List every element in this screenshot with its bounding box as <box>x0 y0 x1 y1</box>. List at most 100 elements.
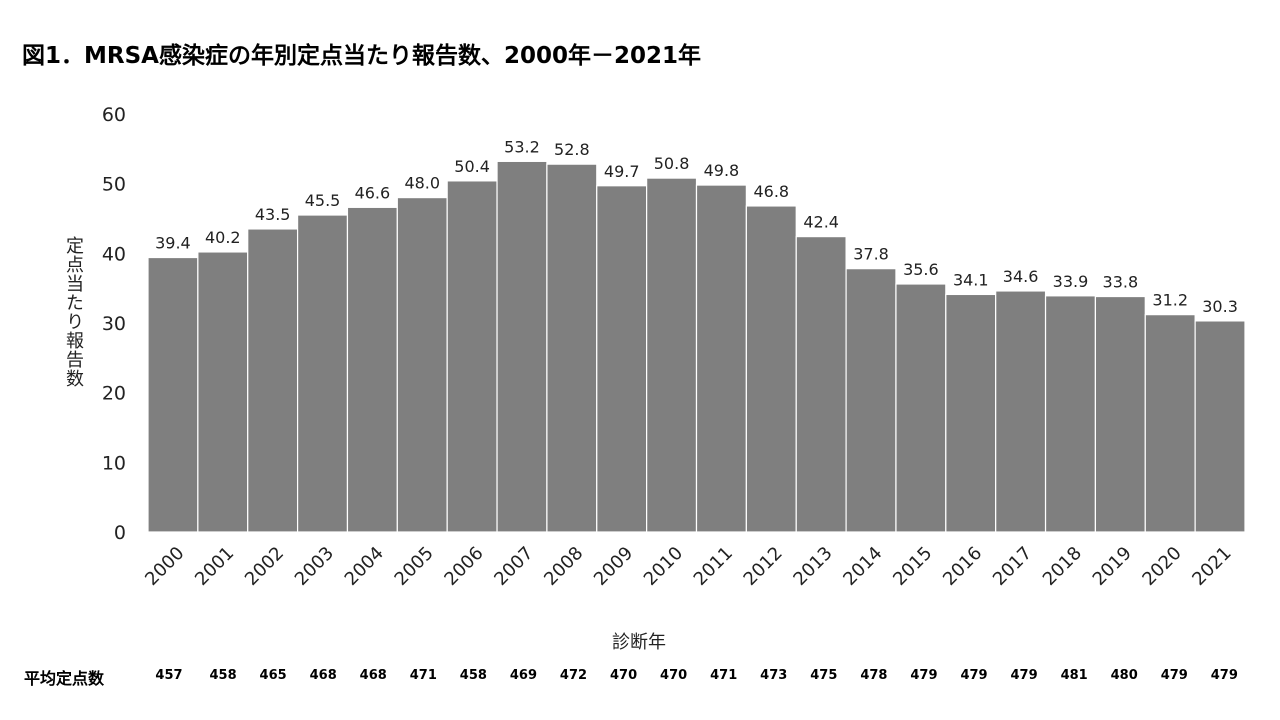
bar-2004 <box>346 206 398 533</box>
data-label: 52.8 <box>554 140 590 159</box>
bar-2010 <box>646 177 698 533</box>
bar-2001 <box>197 251 249 533</box>
x-tick-label: 2001 <box>191 543 238 590</box>
bar-2011 <box>695 184 747 533</box>
data-label: 34.6 <box>1003 267 1039 286</box>
x-tick-label: 2010 <box>640 543 687 590</box>
bar-2005 <box>396 197 448 533</box>
x-tick-label: 2021 <box>1188 543 1235 590</box>
data-label: 40.2 <box>205 228 241 247</box>
footer-value: 479 <box>1010 668 1038 683</box>
bar-2017 <box>995 290 1047 533</box>
footer-value: 479 <box>1210 668 1238 683</box>
x-tick-label: 2016 <box>939 543 986 590</box>
data-label: 42.4 <box>803 213 839 232</box>
data-label: 33.9 <box>1053 272 1089 291</box>
footer-value: 471 <box>710 668 738 683</box>
footer-value: 458 <box>459 668 487 683</box>
footer-value: 478 <box>860 668 888 683</box>
bar-2020 <box>1144 314 1196 533</box>
x-tick-label: 2004 <box>341 543 388 590</box>
bar-2021 <box>1194 320 1246 533</box>
data-label: 46.6 <box>355 183 391 202</box>
bar-2002 <box>247 228 299 533</box>
x-tick-label: 2009 <box>590 543 637 590</box>
bar-2007 <box>496 160 548 533</box>
x-tick-label: 2017 <box>989 543 1036 590</box>
data-label: 50.4 <box>454 157 490 176</box>
chart-title: 図1．MRSA感染症の年別定点当たり報告数、2000年－2021年 <box>22 43 701 69</box>
footer-value: 457 <box>155 668 183 683</box>
data-label: 33.8 <box>1103 273 1139 292</box>
footer-label: 平均定点数 <box>24 669 105 688</box>
x-tick-label: 2006 <box>440 543 487 590</box>
footer-value: 465 <box>259 668 287 683</box>
x-axis-label: 診断年 <box>612 632 666 653</box>
x-tick-label: 2020 <box>1138 543 1185 590</box>
x-tick-label: 2019 <box>1089 543 1136 590</box>
footer-value: 475 <box>810 668 838 683</box>
footer-value: 470 <box>609 668 638 683</box>
x-tick-label: 2015 <box>889 543 936 590</box>
data-label: 43.5 <box>255 205 291 224</box>
bar-2008 <box>546 163 598 533</box>
footer-value: 479 <box>910 668 938 683</box>
x-tick-label: 2018 <box>1039 543 1086 590</box>
x-tick-label: 2014 <box>839 543 886 590</box>
x-tick-label: 2003 <box>291 543 338 590</box>
x-tick-label: 2000 <box>141 543 188 590</box>
data-label: 35.6 <box>903 260 939 279</box>
footer-value: 481 <box>1060 668 1088 683</box>
data-label: 39.4 <box>155 234 191 253</box>
footer-value: 473 <box>760 668 788 683</box>
footer-value: 480 <box>1110 668 1138 683</box>
data-label: 30.3 <box>1202 297 1238 316</box>
x-tick-label: 2012 <box>740 543 787 590</box>
data-label: 49.8 <box>704 161 740 180</box>
x-tick-label: 2002 <box>241 543 288 590</box>
y-axis-label: 定点当たり報告数 <box>63 236 84 388</box>
footer-value: 458 <box>209 668 237 683</box>
y-tick-label: 10 <box>102 452 126 474</box>
footer-value: 469 <box>509 668 537 683</box>
bar-2014 <box>845 268 897 533</box>
bar-2012 <box>745 205 797 533</box>
x-tick-label: 2008 <box>540 543 587 590</box>
bar-2015 <box>895 283 947 533</box>
footer-value: 479 <box>960 668 988 683</box>
footer-value: 472 <box>559 668 588 683</box>
y-tick-label: 60 <box>102 104 126 126</box>
x-tick-label: 2007 <box>490 543 537 590</box>
data-label: 45.5 <box>305 191 341 210</box>
x-tick-label: 2011 <box>690 543 737 590</box>
data-label: 48.0 <box>404 174 440 193</box>
y-tick-label: 0 <box>114 522 126 544</box>
y-tick-label: 50 <box>102 174 126 196</box>
data-label: 50.8 <box>654 154 690 173</box>
data-label: 37.8 <box>853 245 889 264</box>
footer-value: 471 <box>409 668 437 683</box>
data-label: 46.8 <box>753 182 789 201</box>
data-label: 49.7 <box>604 162 640 181</box>
bar-2019 <box>1094 295 1146 533</box>
bar-2000 <box>147 256 199 533</box>
y-tick-label: 30 <box>102 313 126 335</box>
bar-2013 <box>795 236 847 533</box>
bar-2016 <box>945 293 997 533</box>
data-label: 31.2 <box>1152 291 1188 310</box>
footer-value: 468 <box>359 668 387 683</box>
bar-2006 <box>446 180 498 533</box>
data-label: 34.1 <box>953 270 989 289</box>
x-tick-label: 2005 <box>391 543 438 590</box>
x-tick-label: 2013 <box>789 543 836 590</box>
bar-2003 <box>296 214 349 533</box>
y-tick-label: 20 <box>102 383 126 405</box>
bar-2009 <box>596 185 648 533</box>
footer-value: 470 <box>660 668 688 683</box>
data-label: 53.2 <box>504 137 540 156</box>
footer-value: 468 <box>309 668 337 683</box>
y-tick-label: 40 <box>102 243 126 265</box>
footer-value: 479 <box>1160 668 1188 683</box>
bar-2018 <box>1044 295 1097 533</box>
